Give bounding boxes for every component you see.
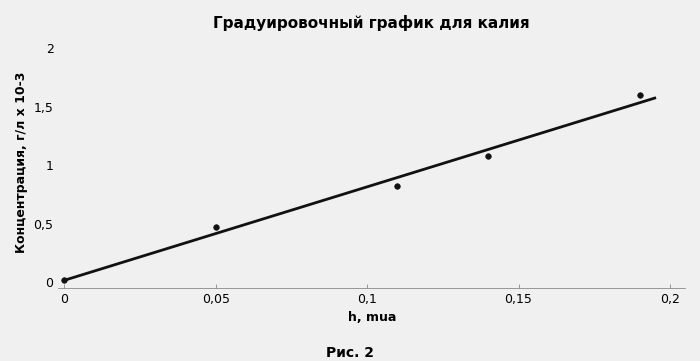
Title: Градуировочный график для калия: Градуировочный график для калия bbox=[214, 15, 530, 31]
Text: Рис. 2: Рис. 2 bbox=[326, 347, 374, 360]
Y-axis label: Концентрация, г/л х 10-3: Концентрация, г/л х 10-3 bbox=[15, 71, 28, 253]
X-axis label: h, mua: h, mua bbox=[347, 311, 396, 324]
